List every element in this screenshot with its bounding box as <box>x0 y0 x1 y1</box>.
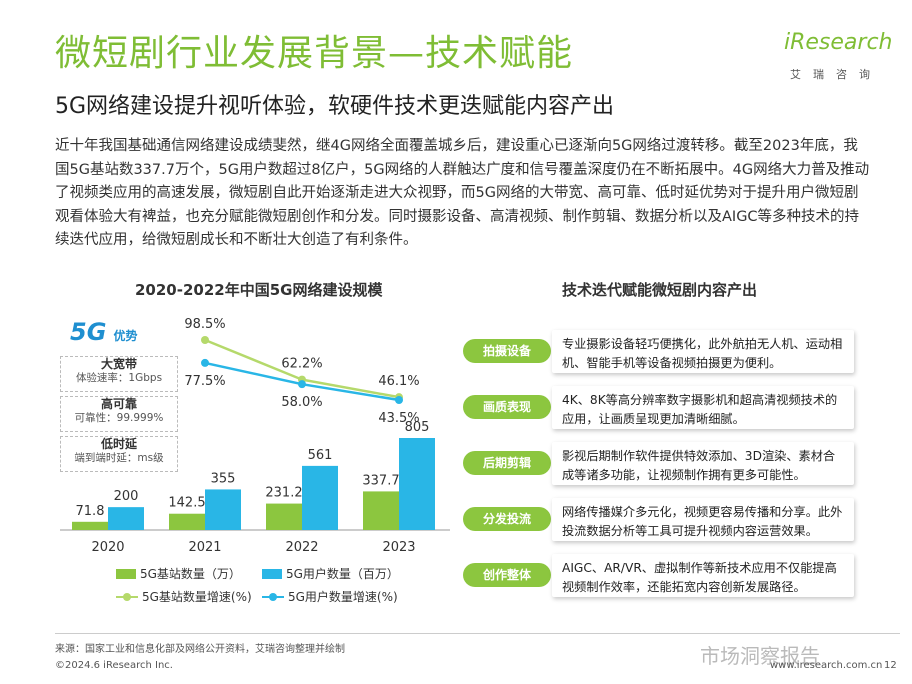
legend-label: 5G基站数量（万） <box>140 567 241 581</box>
tech-label-creation: 创作整体 <box>463 563 551 587</box>
tech-desc-text: 4K、8K等高分辨率数字摄影机和超高清视频技术的应用，让画质呈现更加清晰细腻。 <box>562 393 838 426</box>
line-value-label: 62.2% <box>281 357 322 372</box>
bar <box>169 513 205 530</box>
line-value-label: 43.5% <box>378 411 419 426</box>
bar <box>399 438 435 530</box>
tech-desc-text: 网络传播媒介多元化，视频更容易传播和分享。此外投流数据分析等工具可提升视频内容运… <box>562 505 843 538</box>
legend-swatch <box>262 568 282 579</box>
advantage-bandwidth: 大宽带 体验速率：1Gbps <box>60 356 178 392</box>
tech-label-editing: 后期剪辑 <box>463 451 551 475</box>
line-point <box>201 336 209 344</box>
tech-desc-text: 影视后期制作软件提供特效添加、3D渲染、素材合成等诸多功能，让视频制作拥有更多可… <box>562 449 836 482</box>
advantage-latency: 低时延 端到端时延：ms级 <box>60 436 178 472</box>
source-note: 来源：国家工业和信息化部及网络公开资料，艾瑞咨询整理并绘制 <box>55 644 345 655</box>
legend-swatch <box>116 568 136 579</box>
advantage-heading: 高可靠 <box>100 397 137 411</box>
bar-value-label: 561 <box>308 448 333 463</box>
bar <box>302 465 338 530</box>
tech-desc-text: 专业摄影设备轻巧便携化，此外航拍无人机、运动相机、智能手机等设备视频拍摄更为便利… <box>562 337 843 370</box>
tech-label-shooting: 拍摄设备 <box>463 339 551 363</box>
bar-value-label: 142.5 <box>168 496 205 511</box>
legend-bar-users: 5G用户数量（百万） <box>262 565 399 582</box>
5g-badge: 5G 优势 <box>70 318 138 346</box>
page-number: 12 <box>884 660 897 671</box>
line-value-label: 98.5% <box>184 317 225 332</box>
bar <box>363 491 399 530</box>
tech-desc-shooting: 专业摄影设备轻巧便携化，此外航拍无人机、运动相机、智能手机等设备视频拍摄更为便利… <box>552 330 854 373</box>
advantage-text: 可靠性：99.999% <box>74 412 164 424</box>
footer-divider <box>55 633 900 634</box>
bar-value-label: 805 <box>405 420 430 435</box>
bar <box>72 521 108 530</box>
legend-line-users: 5G用户数量增速(%) <box>262 588 398 605</box>
legend-label: 5G基站数量增速(%) <box>142 590 252 604</box>
page-subtitle: 5G网络建设提升视听体验，软硬件技术更迭赋能内容产出 <box>55 94 615 119</box>
bar <box>266 503 302 530</box>
advantage-text: 端到端时延：ms级 <box>74 452 164 464</box>
advantage-text: 体验速率：1Gbps <box>75 372 163 384</box>
tech-desc-quality: 4K、8K等高分辨率数字摄影机和超高清视频技术的应用，让画质呈现更加清晰细腻。 <box>552 386 854 429</box>
legend-line-stations: 5G基站数量增速(%) <box>116 588 252 605</box>
line-point <box>395 396 403 404</box>
tech-desc-creation: AIGC、AR/VR、虚拟制作等新技术应用不仅能提高视频制作效率，还能拓宽内容创… <box>552 554 854 597</box>
page-title: 微短剧行业发展背景—技术赋能 <box>55 33 574 74</box>
advantage-reliability: 高可靠 可靠性：99.999% <box>60 396 178 432</box>
line-value-label: 58.0% <box>281 395 322 410</box>
tech-label-distribution: 分发投流 <box>463 507 551 531</box>
bar <box>205 489 241 530</box>
x-tick-label: 2022 <box>285 540 318 555</box>
advantage-heading: 大宽带 <box>100 357 137 371</box>
legend-bar-stations: 5G基站数量（万） <box>116 565 241 582</box>
iresearch-logo: iResearch 艾瑞咨询 <box>770 30 895 90</box>
5g-badge-label: 优势 <box>113 329 138 343</box>
line-value-label: 46.1% <box>378 374 419 389</box>
tech-desc-text: AIGC、AR/VR、虚拟制作等新技术应用不仅能提高视频制作效率，还能拓宽内容创… <box>562 561 837 594</box>
5g-badge-text: 5G <box>70 318 107 346</box>
x-tick-label: 2023 <box>382 540 415 555</box>
logo-subtext: 艾瑞咨询 <box>790 68 882 81</box>
bar-value-label: 71.8 <box>76 504 105 519</box>
legend-line-marker <box>262 592 284 601</box>
bar <box>108 507 144 530</box>
footer-url: www.iresearch.com.cn <box>770 660 883 671</box>
tech-section-title: 技术迭代赋能微短剧内容产出 <box>562 281 758 299</box>
legend-label: 5G用户数量增速(%) <box>288 590 398 604</box>
x-tick-label: 2021 <box>188 540 221 555</box>
watermark: 市场洞察报告 <box>700 644 820 668</box>
tech-label-quality: 画质表现 <box>463 395 551 419</box>
advantage-heading: 低时延 <box>100 437 137 451</box>
logo-text: iResearch <box>784 30 893 55</box>
bar-value-label: 337.7 <box>362 473 399 488</box>
x-tick-label: 2020 <box>91 540 124 555</box>
bar-value-label: 200 <box>114 489 139 504</box>
line-point <box>298 380 306 389</box>
tech-desc-distribution: 网络传播媒介多元化，视频更容易传播和分享。此外投流数据分析等工具可提升视频内容运… <box>552 498 854 541</box>
bar-value-label: 231.2 <box>265 486 302 501</box>
legend-label: 5G用户数量（百万） <box>286 567 399 581</box>
tech-desc-editing: 影视后期制作软件提供特效添加、3D渲染、素材合成等诸多功能，让视频制作拥有更多可… <box>552 442 854 485</box>
bar-value-label: 355 <box>211 471 236 486</box>
intro-paragraph: 近十年我国基础通信网络建设成绩斐然，继4G网络全面覆盖城乡后，建设重心已逐渐向5… <box>55 138 870 248</box>
legend-line-marker <box>116 592 138 601</box>
line-value-label: 77.5% <box>184 374 225 389</box>
chart-title: 2020-2022年中国5G网络建设规模 <box>135 281 383 299</box>
line-point <box>201 358 209 367</box>
copyright: ©2024.6 iResearch Inc. <box>55 660 173 671</box>
